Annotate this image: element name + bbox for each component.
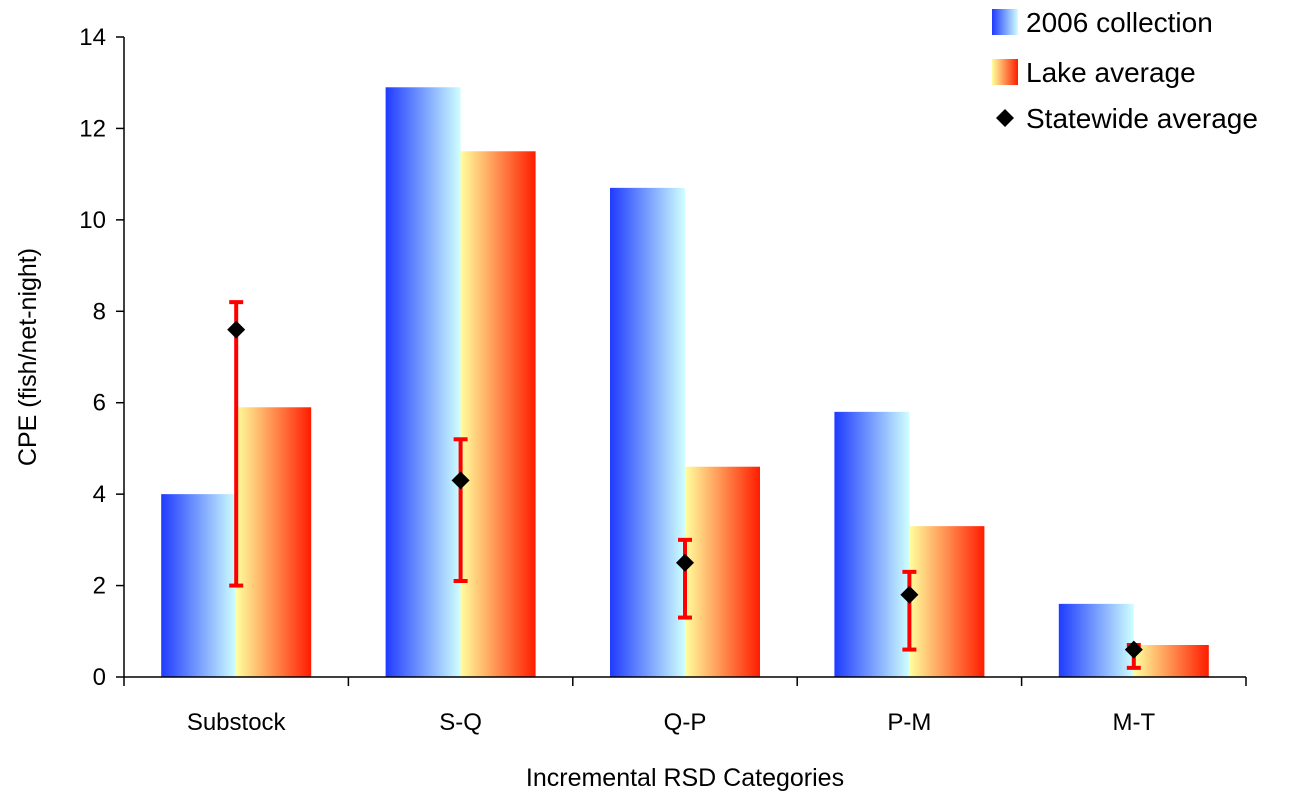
bar-lake-average-substock (236, 407, 312, 677)
legend: 2006 collection Lake average Statewide a… (992, 7, 1258, 134)
error-bar-s-q (453, 437, 468, 583)
x-axis-title: Incremental RSD Categories (526, 764, 844, 792)
bar-2006-collection-s-q (385, 87, 461, 678)
bar-2006-collection-substock (161, 494, 237, 677)
bar-2006-collection-p-m (834, 411, 910, 677)
bar-lake-average-p-m (909, 526, 985, 677)
legend-label-2006-collection: 2006 collection (1026, 7, 1213, 38)
y-tick-label: 8 (93, 298, 106, 325)
x-axis: Substock S-Q Q-P P-M M-T (123, 676, 1247, 736)
x-tick-label-substock: Substock (187, 709, 287, 736)
y-tick-label: 4 (93, 481, 106, 508)
y-tick-label: 6 (93, 390, 106, 417)
x-tick-label-p-m: P-M (887, 709, 931, 736)
bar-lake-average-s-q (460, 151, 536, 678)
y-axis-title: CPE (fish/net-night) (14, 248, 42, 466)
x-tick-label-q-p: Q-P (664, 709, 707, 736)
bars-layer (161, 87, 1209, 678)
legend-swatch-2006-collection (992, 9, 1018, 35)
y-tick-label: 12 (79, 115, 106, 142)
y-tick-label: 0 (93, 664, 106, 691)
bar-2006-collection-m-t (1058, 603, 1134, 677)
y-tick-label: 14 (79, 24, 106, 51)
bar-lake-average-m-t (1133, 645, 1209, 677)
bar-lake-average-q-p (685, 466, 760, 677)
marker-statewide-average-p-m (900, 585, 919, 604)
error-bar-p-m (902, 569, 917, 652)
y-axis: 0 2 4 6 8 10 12 14 (79, 24, 125, 691)
errorbars-layer (229, 300, 1141, 670)
bar-2006-collection-q-p (610, 187, 685, 677)
x-tick-label-m-t: M-T (1112, 709, 1155, 736)
marker-statewide-average-q-p (676, 553, 694, 572)
markers-layer (227, 320, 1143, 659)
legend-marker-statewide-average (996, 109, 1014, 127)
marker-statewide-average-m-t (1124, 640, 1143, 659)
legend-swatch-lake-average (992, 59, 1018, 85)
y-tick-label: 2 (93, 573, 106, 600)
marker-statewide-average-substock (227, 320, 246, 339)
legend-label-statewide-average: Statewide average (1026, 103, 1258, 134)
x-tick-label-s-q: S-Q (439, 709, 482, 736)
legend-label-lake-average: Lake average (1026, 57, 1196, 88)
marker-statewide-average-s-q (451, 471, 470, 490)
y-tick-label: 10 (79, 207, 106, 234)
error-bar-substock (229, 300, 244, 588)
error-bar-q-p (678, 537, 692, 620)
